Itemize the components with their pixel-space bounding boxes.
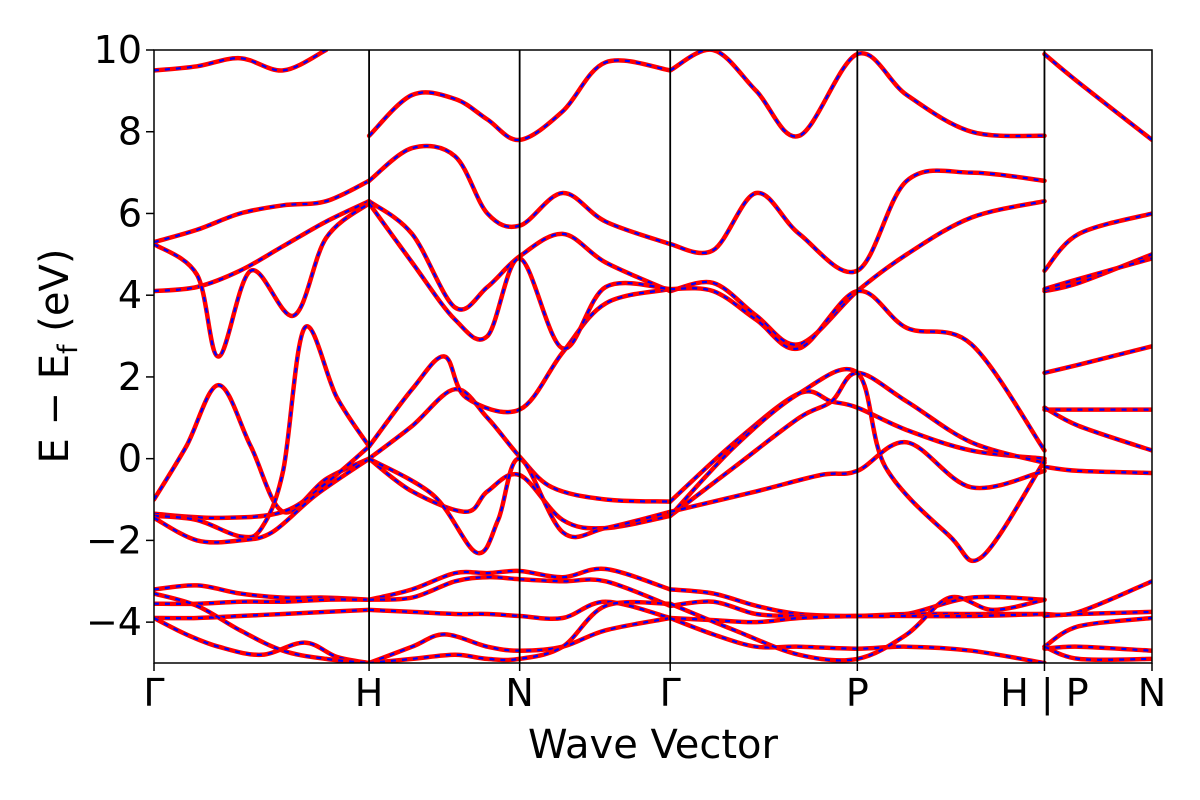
y-tick-label: 6 <box>118 191 142 235</box>
band-6-segment-2-dashed <box>368 202 671 350</box>
x-tick-label: Γ <box>660 671 681 715</box>
band-8-segment-1-dashed <box>154 50 327 72</box>
band-6-segment-4-dashed <box>1044 257 1152 291</box>
band-8-segment-2-dashed <box>368 59 671 142</box>
band-12-segment-1-dashed <box>154 617 370 663</box>
band-7-segment-3-solid <box>667 168 1047 275</box>
band-6-segment-3-dashed <box>670 287 1046 452</box>
band-1-segment-1-dashed <box>154 383 370 514</box>
band-8-segment-3-dashed <box>669 50 1045 138</box>
band-7-segment-2-dashed <box>368 144 671 246</box>
band-5-segment-4-dashed <box>1044 253 1152 293</box>
y-tick-label: 2 <box>118 355 142 399</box>
x-tick-label: Γ <box>143 671 164 715</box>
band-9-segment-2-dashed <box>368 567 671 601</box>
band-3-segment-3-dashed <box>669 367 1046 563</box>
band-8-segment-4-dashed <box>1043 53 1152 141</box>
band-3-segment-1-dashed <box>154 325 371 539</box>
band-4-segment-1-dashed <box>154 457 370 544</box>
x-axis-ticks: Γ H N Γ P H | P N <box>143 663 1166 716</box>
y-tick-label: −4 <box>86 600 142 644</box>
band-13-segment-1-dashed <box>154 592 370 663</box>
y-axis-label: E − Ef (eV) <box>32 249 84 464</box>
band-10-segment-4-dashed <box>1044 610 1152 618</box>
band-13-segment-3-dashed <box>669 595 1045 662</box>
band-10-segment-1-dashed <box>154 598 370 605</box>
y-axis-label-unit: (eV) <box>32 249 78 345</box>
y-axis-label-subscript: f <box>53 343 84 354</box>
band-13-segment-2-dashed <box>368 600 671 663</box>
band-12-segment-2-dashed <box>368 616 671 663</box>
band-5-segment-3-dashed <box>669 200 1045 346</box>
band-1-segment-1-solid <box>154 382 372 515</box>
band-6-segment-1-dashed <box>154 202 370 358</box>
band-7-segment-1-dashed <box>154 179 370 244</box>
band-2-segment-3-dashed <box>669 371 1045 517</box>
band-12-segment-3-solid <box>667 615 1047 663</box>
plot-frame <box>153 49 1153 664</box>
x-tick-label: H <box>355 671 384 715</box>
band-5-segment-2-dashed <box>368 200 671 311</box>
band-1-segment-4-dashed <box>1044 465 1152 475</box>
band-4-segment-4-solid <box>1042 405 1152 453</box>
y-axis-ticks: 10 8 6 4 2 0 −2 −4 <box>86 28 154 644</box>
band-11-segment-2-dashed <box>369 600 671 620</box>
x-tick-label: P <box>846 671 869 715</box>
x-tick-label: N <box>505 671 533 715</box>
band-3-segment-2-dashed <box>368 288 671 448</box>
band-7-segment-4-dashed <box>1043 212 1152 272</box>
x-axis-label: Wave Vector <box>528 722 779 768</box>
band-3-segment-1-solid <box>154 324 372 540</box>
band-4-segment-2-dashed <box>368 457 671 555</box>
y-axis-label-main: E − E <box>32 354 78 464</box>
band-1-segment-2-solid <box>366 386 673 504</box>
high-symmetry-lines <box>368 50 1046 663</box>
band-13-segment-4-dashed <box>1044 645 1152 661</box>
y-tick-label: 8 <box>118 110 142 154</box>
x-tick-label: H | P <box>1000 671 1088 716</box>
band-4-segment-3-dashed <box>669 441 1045 513</box>
band-10-segment-2-dashed <box>369 576 671 607</box>
band-3-segment-4-dashed <box>1044 345 1152 374</box>
y-tick-label: 4 <box>118 273 142 317</box>
band-2-segment-1-solid <box>154 444 372 521</box>
band-11-segment-4-solid <box>1042 615 1152 649</box>
band-12-segment-4-dashed <box>1044 645 1152 652</box>
band-9-segment-4-solid <box>1042 579 1152 618</box>
band-11-segment-1-dashed <box>154 608 370 620</box>
band-5-segment-1-dashed <box>154 200 370 293</box>
band-1-segment-3-dashed <box>669 390 1045 503</box>
y-tick-label: 10 <box>94 28 142 72</box>
y-tick-label: −2 <box>86 518 142 562</box>
band-11-segment-3-dashed <box>670 612 1045 624</box>
x-tick-label: N <box>1138 671 1166 715</box>
band-lines <box>154 50 1152 663</box>
y-tick-label: 0 <box>118 437 142 481</box>
band-11-segment-1-solid <box>154 607 372 621</box>
